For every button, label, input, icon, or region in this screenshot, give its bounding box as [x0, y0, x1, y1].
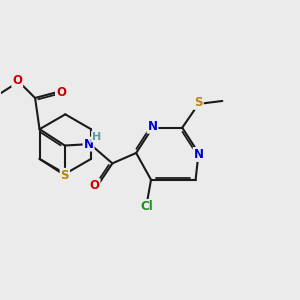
- Text: N: N: [148, 120, 158, 133]
- Text: O: O: [89, 179, 100, 192]
- Text: O: O: [12, 74, 22, 87]
- Text: O: O: [56, 85, 66, 98]
- Text: H: H: [92, 132, 101, 142]
- Text: N: N: [84, 138, 94, 151]
- Text: N: N: [194, 148, 204, 161]
- Text: Cl: Cl: [140, 200, 153, 213]
- Text: S: S: [61, 169, 69, 182]
- Text: S: S: [194, 96, 203, 109]
